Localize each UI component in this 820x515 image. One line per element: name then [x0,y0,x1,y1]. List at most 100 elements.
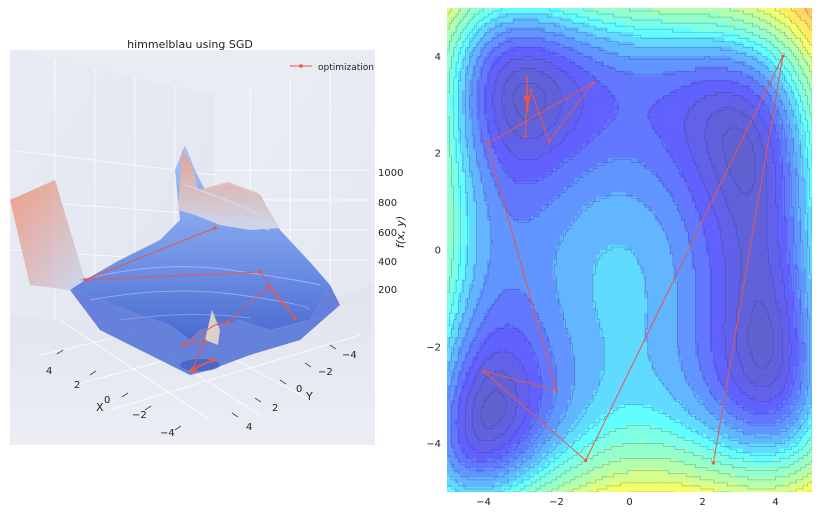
contour-cell [564,158,568,163]
contour-cell [491,148,495,153]
contour-cell [604,487,608,492]
contour-cell [451,347,455,352]
contour-cell [600,473,604,478]
contour-cell [608,381,612,386]
contour-cell [589,318,593,323]
contour-cell [586,356,590,361]
contour-cell [575,42,579,47]
contour-cell [571,429,575,434]
contour-cell [509,279,513,284]
contour-cell [593,119,597,124]
contour-cell [597,100,601,105]
contour-cell [484,255,488,260]
contour-cell [582,294,586,299]
contour-cell [480,27,484,32]
contour-cell [502,177,506,182]
contour-cell [557,395,561,400]
contour-cell [542,487,546,492]
contour-cell [516,298,520,303]
contour-cell [549,158,553,163]
contour-cell [473,429,477,434]
contour-cell [557,415,561,420]
contour-cell [531,395,535,400]
contour-cell [553,308,557,313]
contour-cell [582,245,586,250]
contour-cell [473,347,477,352]
contour-cell [487,415,491,420]
contour-cell [520,284,524,289]
contour-cell [451,410,455,415]
contour-cell [564,76,568,81]
contour-cell [542,274,546,279]
contour-cell [549,289,553,294]
contour-cell [509,410,513,415]
contour-cell [458,221,462,226]
contour-cell [582,415,586,420]
contour-cell [509,32,513,37]
contour-cell [465,158,469,163]
contour-cell [516,235,520,240]
contour-cell [575,356,579,361]
contour-cell [557,37,561,42]
contour-cell [626,129,630,134]
contour-cell [491,274,495,279]
contour-cell [538,56,542,61]
contour-cell [473,110,477,115]
contour-cell [502,356,506,361]
contour-cell [619,410,623,415]
contour-cell [538,148,542,153]
contour-cell [513,163,517,168]
contour-cell [516,352,520,357]
contour-cell [527,260,531,265]
contour-cell [557,231,561,236]
contour-cell [447,332,451,337]
contour-cell [454,90,458,95]
contour-cell [589,27,593,32]
contour-cell [611,100,615,105]
contour-cell [535,119,539,124]
contour-cell [487,439,491,444]
contour-cell [564,235,568,240]
contour-cell [546,52,550,57]
contour-cell [564,81,568,86]
contour-cell [513,81,517,86]
contour-cell [473,332,477,337]
contour-cell [527,439,531,444]
contour-cell [494,332,498,337]
contour-cell [451,289,455,294]
contour-cell [524,361,528,366]
contour-cell [505,477,509,482]
contour-cell [469,313,473,318]
contour-cell [498,56,502,61]
contour-cell [454,23,458,28]
contour-cell [549,216,553,221]
contour-cell [454,468,458,473]
contour-cell [505,352,509,357]
contour-cell [586,240,590,245]
contour-cell [619,42,623,47]
contour-cell [473,415,477,420]
contour-cell [571,347,575,352]
contour-cell [578,211,582,216]
contour-cell [513,37,517,42]
contour-cell [564,211,568,216]
contour-cell [487,255,491,260]
contour-cell [487,95,491,100]
contour-cell [484,37,488,42]
contour-cell [575,298,579,303]
contour-cell [611,376,615,381]
contour-cell [484,173,488,178]
contour-cell [586,42,590,47]
contour-cell [597,313,601,318]
contour-cell [454,139,458,144]
contour-cell [531,206,535,211]
contour-cell [509,177,513,182]
contour-cell [473,269,477,274]
contour-cell [487,366,491,371]
contour-cell [578,153,582,158]
contour-cell [494,289,498,294]
contour-cell [615,37,619,42]
contour-cell [582,424,586,429]
contour-cell [469,76,473,81]
contour-cell [567,371,571,376]
